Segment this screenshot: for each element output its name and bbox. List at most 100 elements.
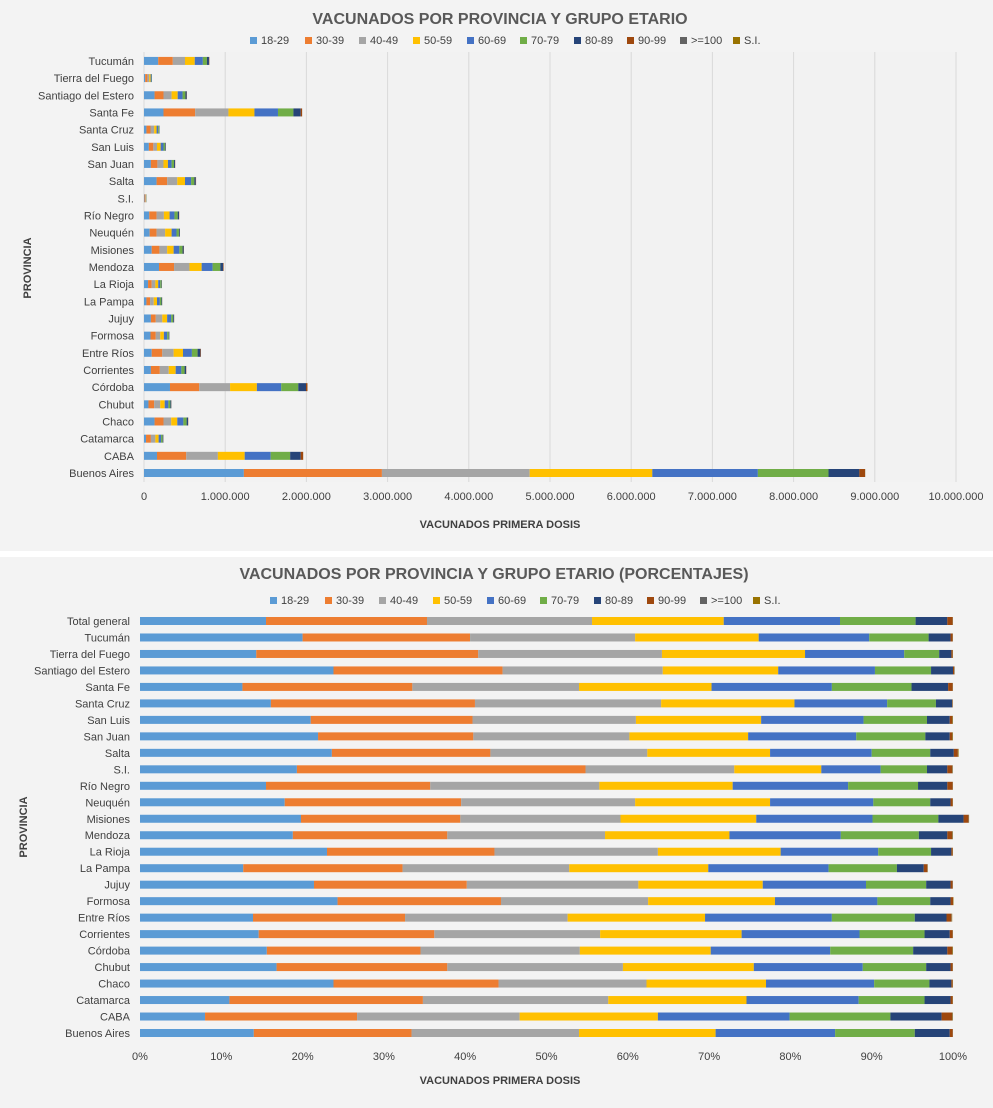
bar-segment — [159, 365, 169, 374]
x-tick-label: 5.000.000 — [526, 491, 575, 503]
legend-entry: 90-99 — [658, 595, 686, 607]
bar-segment — [874, 666, 932, 675]
bar-segment — [169, 211, 175, 220]
bar-segment — [758, 633, 870, 642]
category-label: Salta — [109, 176, 135, 188]
category-label: CABA — [100, 1012, 131, 1024]
category-label: Neuquén — [85, 797, 130, 809]
bar-segment — [163, 108, 196, 117]
bar-segment — [162, 314, 168, 323]
bar-segment — [184, 365, 187, 374]
bar-segment — [144, 91, 155, 100]
bar-segment — [947, 765, 953, 774]
bar-segment — [140, 979, 334, 988]
category-label: Mendoza — [85, 830, 131, 842]
category-label: Santiago del Estero — [34, 665, 130, 677]
bar-segment — [144, 331, 151, 340]
category-label: Río Negro — [84, 210, 134, 222]
category-label: La Rioja — [94, 279, 135, 291]
bar-segment — [761, 715, 864, 724]
bar-segment — [173, 348, 183, 357]
bar-segment — [729, 831, 841, 840]
category-label: S.I. — [113, 764, 130, 776]
bar-segment — [474, 699, 662, 708]
bar-segment — [292, 831, 448, 840]
category-label: Buenos Aires — [69, 468, 134, 480]
category-label: Mendoza — [89, 262, 135, 274]
bar-segment — [863, 715, 927, 724]
bar-segment — [529, 469, 653, 477]
bar-segment — [144, 159, 151, 168]
legend-entry: 30-39 — [316, 35, 344, 47]
bar-segment — [185, 177, 192, 186]
bar-segment — [163, 91, 172, 100]
bar-segment — [494, 847, 658, 856]
bar-segment — [732, 781, 849, 790]
bar-segment — [381, 469, 530, 477]
bar-segment — [567, 913, 706, 922]
bar-segment — [605, 831, 730, 840]
bar-segment — [318, 732, 474, 741]
bar-segment — [949, 732, 953, 741]
bar-segment — [159, 245, 168, 254]
bar-segment — [277, 108, 294, 117]
bar-segment — [140, 633, 303, 642]
bar-segment — [711, 682, 832, 691]
legend-swatch — [325, 597, 332, 604]
bar-segment — [333, 666, 503, 675]
bar-segment — [473, 732, 630, 741]
bar-segment — [146, 297, 151, 306]
legend-swatch — [540, 597, 547, 604]
bar-segment — [155, 280, 159, 289]
legend-swatch — [520, 37, 527, 44]
bar-segment — [154, 400, 161, 409]
bar-segment — [951, 649, 953, 658]
bar-segment — [661, 649, 806, 658]
bar-segment — [158, 125, 160, 134]
x-tick-label: 1.000.000 — [201, 491, 250, 503]
bar-segment — [646, 979, 767, 988]
bar-segment — [931, 847, 952, 856]
bar-segment — [904, 649, 940, 658]
x-tick-label: 90% — [861, 1051, 883, 1063]
bar-segment — [148, 400, 155, 409]
bar-segment — [887, 699, 936, 708]
bar-segment — [405, 913, 568, 922]
bar-segment — [150, 74, 152, 83]
bar-segment — [156, 451, 187, 460]
bar-segment — [911, 682, 949, 691]
bar-segment — [926, 880, 951, 889]
bar-segment — [230, 383, 257, 392]
bar-segment — [661, 699, 795, 708]
legend-entry: 40-49 — [390, 595, 418, 607]
bar-segment — [579, 1029, 716, 1037]
bar-segment — [212, 262, 221, 271]
bar-segment — [635, 715, 762, 724]
bar-segment — [502, 666, 663, 675]
bar-segment — [167, 245, 174, 254]
bar-segment — [140, 831, 293, 840]
legend-swatch — [594, 597, 601, 604]
bar-segment — [156, 211, 164, 220]
bar-segment — [150, 331, 156, 340]
bar-segment — [924, 930, 950, 939]
category-label: Catamarca — [80, 434, 135, 446]
bar-segment — [599, 781, 733, 790]
bar-segment — [880, 765, 927, 774]
bar-segment — [930, 897, 951, 906]
x-tick-label: 7.000.000 — [688, 491, 737, 503]
category-label: Río Negro — [80, 781, 130, 793]
bar-segment — [708, 864, 829, 873]
bar-segment — [150, 159, 158, 168]
category-label: Santa Cruz — [79, 125, 134, 137]
bar-segment — [930, 748, 954, 757]
category-label: Córdoba — [92, 382, 135, 394]
bar-segment — [153, 297, 157, 306]
bar-segment — [201, 262, 213, 271]
bar-segment — [871, 748, 931, 757]
bar-segment — [579, 682, 712, 691]
bar-segment — [412, 682, 580, 691]
bar-segment — [757, 469, 829, 477]
bar-segment — [140, 765, 297, 774]
bar-segment — [447, 963, 623, 972]
